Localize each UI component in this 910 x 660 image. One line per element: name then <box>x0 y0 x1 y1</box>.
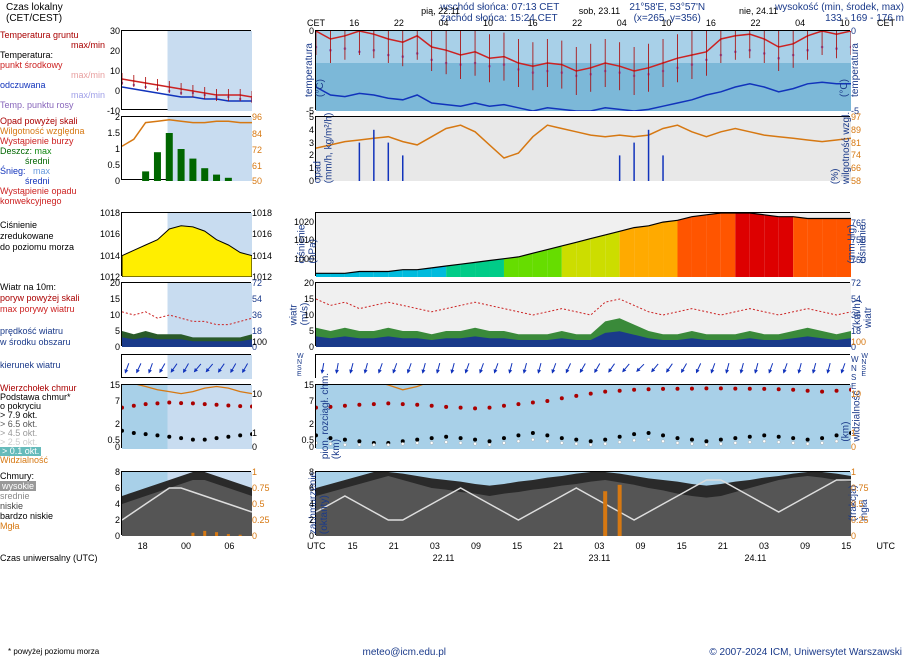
label-wilgotnosc: Wilgotność względna <box>0 126 105 136</box>
label-burza: Wystąpienie burzy <box>0 136 105 146</box>
label-temp-rosy: Temp. punktu rosy <box>0 100 105 110</box>
footnote: * powyżej poziomu morza <box>8 647 99 658</box>
label-punkt-srodkowy: punkt środkowy <box>0 60 105 70</box>
label-wysokie: wysokie <box>0 481 36 491</box>
label-chmury: Chmury: <box>0 471 105 481</box>
label-odczuwana: odczuwana <box>0 80 105 90</box>
label-czas-utc: Czas uniwersalny (UTC) <box>0 553 98 563</box>
label-maxmin2: max/min <box>0 90 105 100</box>
label-opad-konw: Wystąpienie opadukonwekcyjnego <box>0 186 105 206</box>
axis-label: (°C)temperatura <box>839 43 861 97</box>
label-niskie: niskie <box>0 501 105 511</box>
label-wiatr: Wiatr na 10m: <box>0 282 105 293</box>
label-cisnienie: Ciśnieniezredukowanedo poziomu morza <box>0 220 105 253</box>
label-widzialnosc: Widzialność <box>0 456 105 465</box>
axis-label: temperatura(°C) <box>304 43 326 97</box>
label-mgla: Mgła <box>0 521 105 531</box>
czas-lokalny-label: Czas lokalny <box>6 2 106 13</box>
label-max-porywy: max porywy wiatru <box>0 304 105 315</box>
label-kierunek: kierunek wiatru <box>0 360 105 370</box>
label-temperatura: Temperatura: <box>0 50 105 60</box>
axis-label: pion. rozciągł. chm.(km) <box>320 373 342 459</box>
label-deszcz: Deszcz: max średni <box>0 146 105 166</box>
czas-lokalny-sub: (CET/CEST) <box>6 13 106 24</box>
label-srednie: srednie <box>0 491 105 501</box>
label-poryw-skali: poryw powyżej skali <box>0 293 105 304</box>
footer-email[interactable]: meteo@icm.edu.pl <box>363 647 447 658</box>
label-snieg: Śnieg: max średni <box>0 166 105 186</box>
label-predkosc: prędkość wiatruw środku obszaru <box>0 326 105 348</box>
footer-copy: © 2007-2024 ICM, Uniwersytet Warszawski <box>709 647 902 658</box>
label-opad-skali: Opad powyżej skali <box>0 116 105 126</box>
label-maxmin: max/min <box>0 70 105 80</box>
label-bniskie: bardzo niskie <box>0 511 105 521</box>
label-temp-gruntu: Temperatura gruntumax/min <box>0 30 105 50</box>
